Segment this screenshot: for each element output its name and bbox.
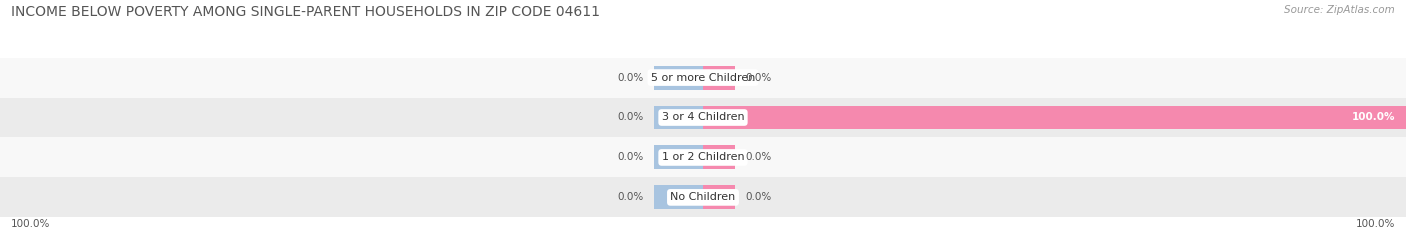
Text: 3 or 4 Children: 3 or 4 Children: [662, 113, 744, 123]
Text: No Children: No Children: [671, 192, 735, 202]
Bar: [0, 177, 1406, 217]
Bar: [703, 185, 734, 209]
Text: 0.0%: 0.0%: [617, 72, 644, 82]
Bar: [0, 98, 1406, 137]
Text: 1 or 2 Children: 1 or 2 Children: [662, 152, 744, 162]
Text: 100.0%: 100.0%: [1353, 113, 1395, 123]
Text: 0.0%: 0.0%: [745, 152, 772, 162]
Bar: [703, 145, 734, 169]
Bar: [654, 185, 703, 209]
Text: 0.0%: 0.0%: [745, 192, 772, 202]
Text: 0.0%: 0.0%: [617, 152, 644, 162]
Text: 100.0%: 100.0%: [11, 219, 51, 229]
Text: 0.0%: 0.0%: [617, 192, 644, 202]
Text: 0.0%: 0.0%: [617, 113, 644, 123]
Bar: [703, 65, 734, 89]
Bar: [703, 106, 1406, 130]
Text: Source: ZipAtlas.com: Source: ZipAtlas.com: [1284, 5, 1395, 15]
Bar: [654, 65, 703, 89]
Text: 100.0%: 100.0%: [1355, 219, 1395, 229]
Bar: [654, 106, 703, 130]
Text: 5 or more Children: 5 or more Children: [651, 72, 755, 82]
Text: INCOME BELOW POVERTY AMONG SINGLE-PARENT HOUSEHOLDS IN ZIP CODE 04611: INCOME BELOW POVERTY AMONG SINGLE-PARENT…: [11, 5, 600, 19]
Bar: [0, 137, 1406, 177]
Bar: [654, 145, 703, 169]
Bar: [0, 58, 1406, 98]
Text: 0.0%: 0.0%: [745, 72, 772, 82]
